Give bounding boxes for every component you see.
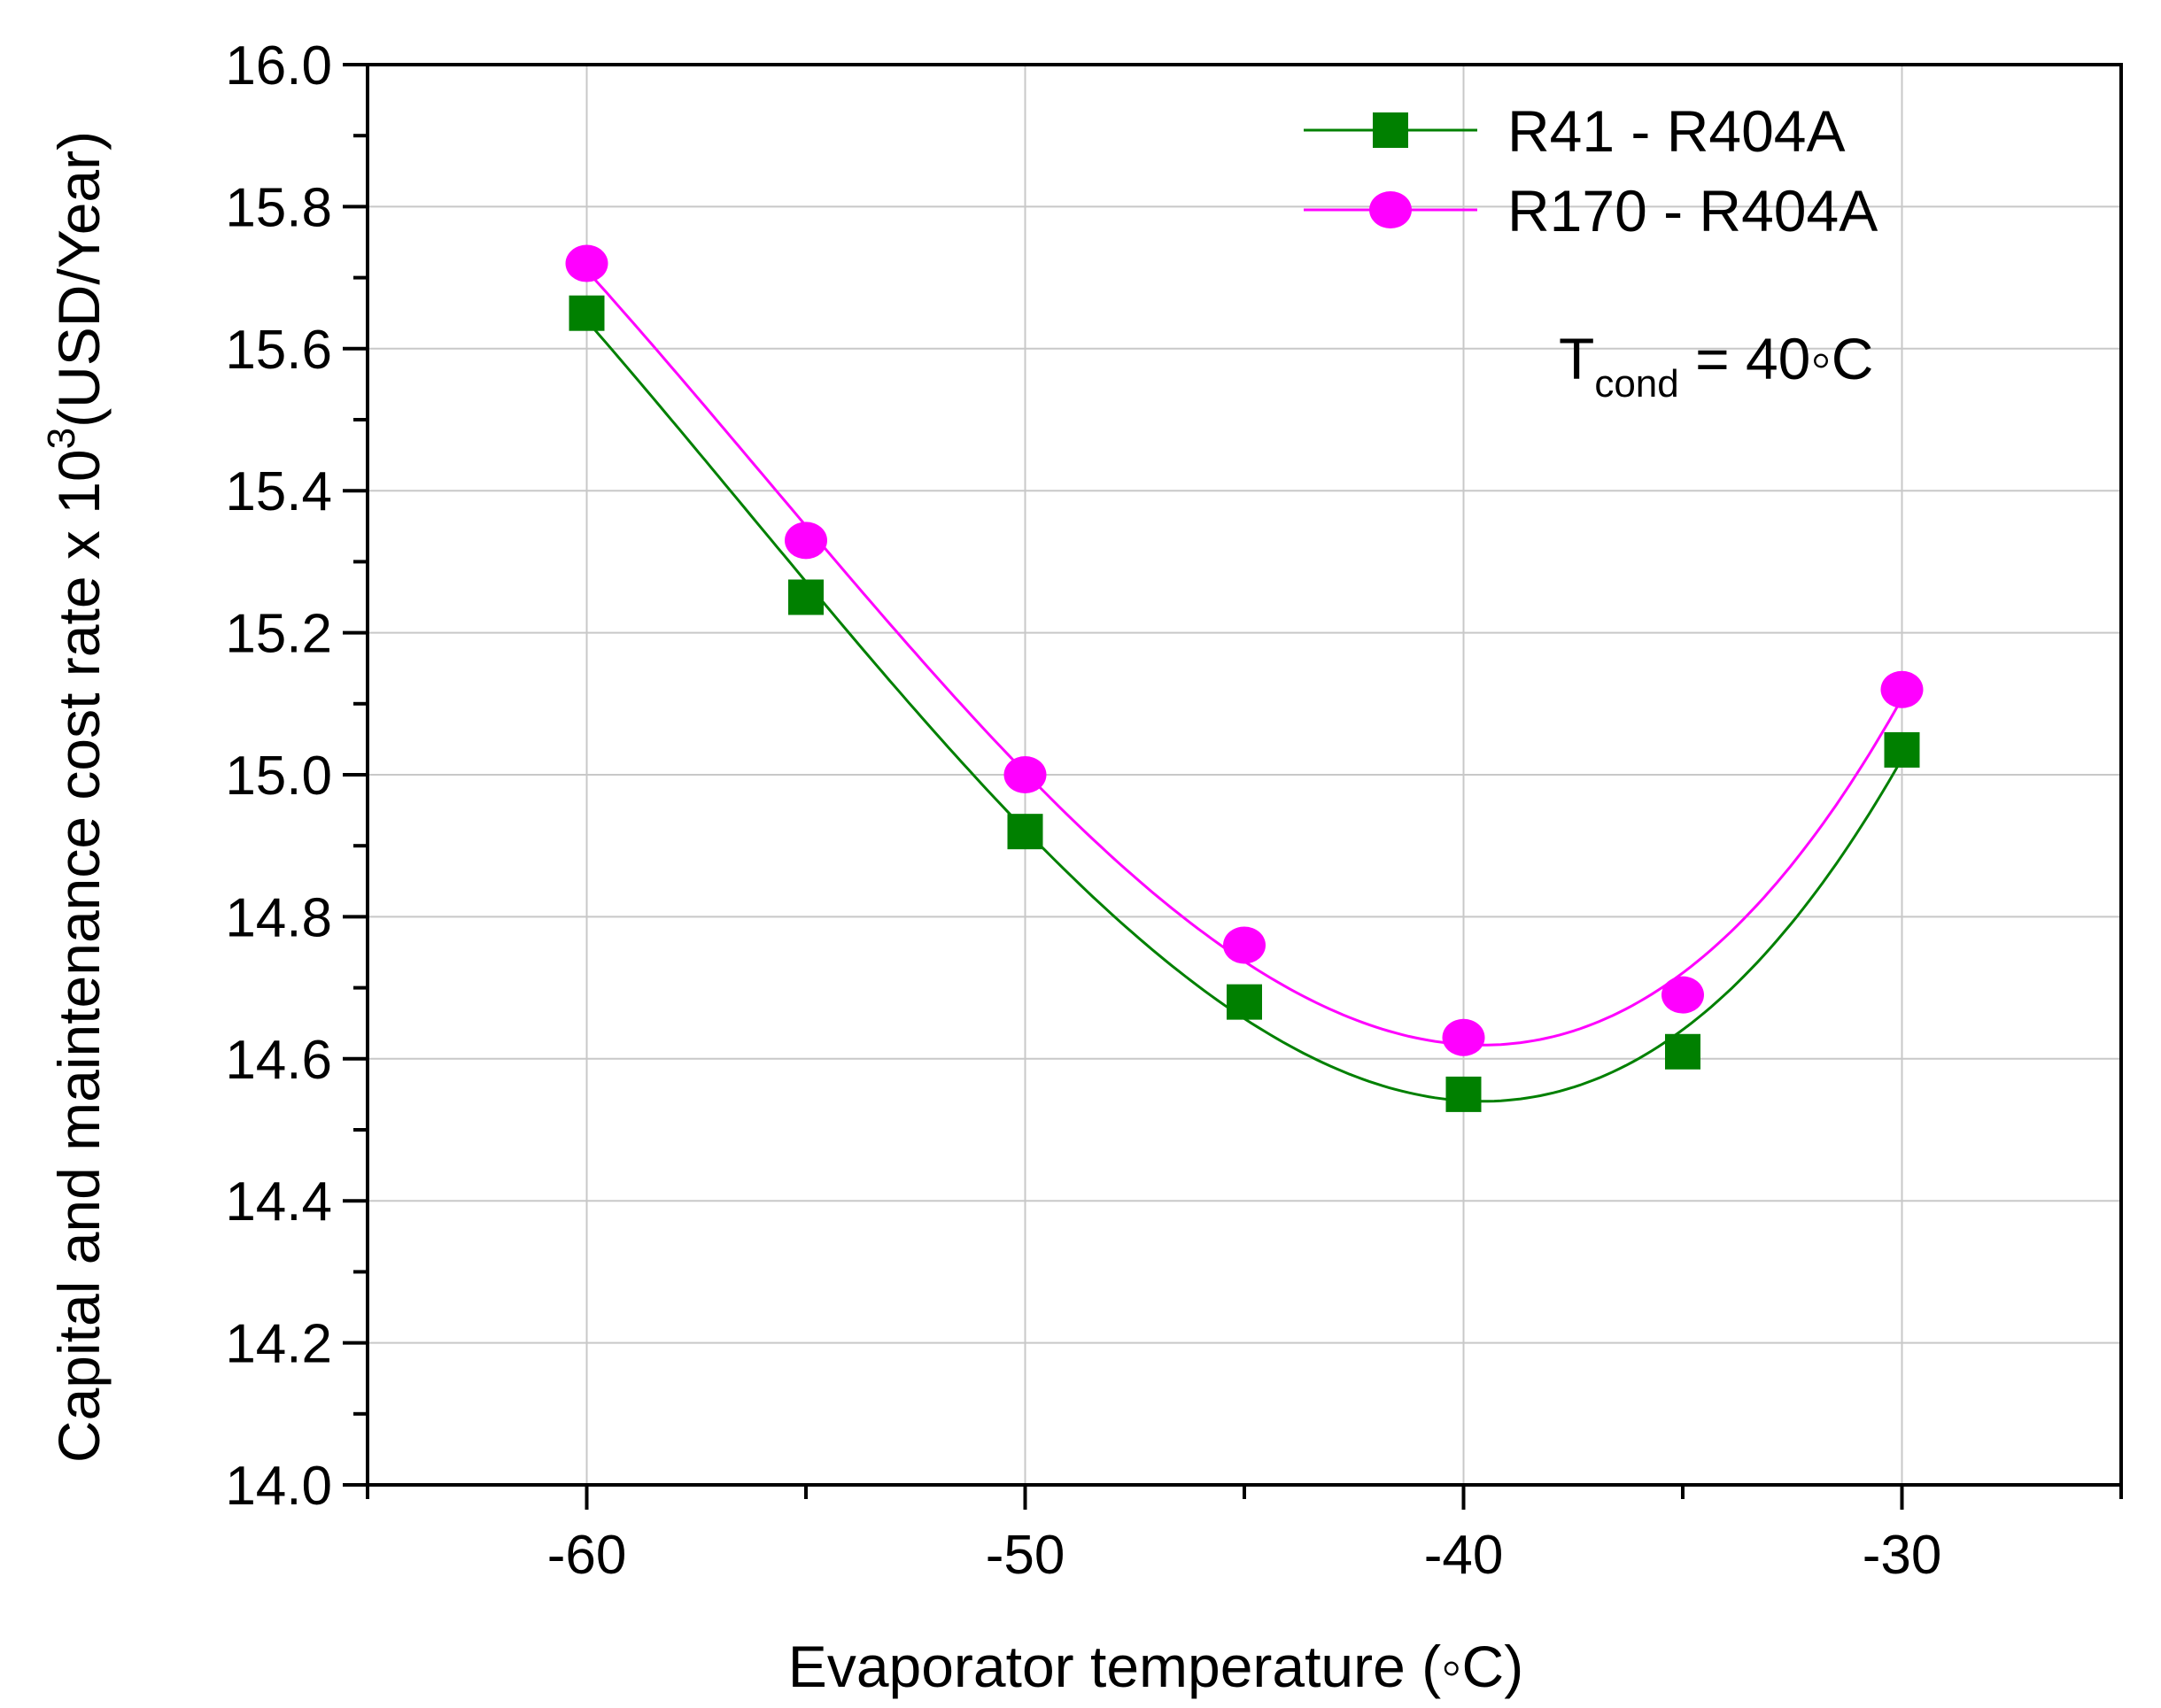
data-point-circle — [565, 244, 608, 282]
y-tick-label: 14.2 — [225, 1314, 332, 1375]
data-point-circle — [1003, 756, 1047, 793]
annotation-rest: = 40◦C — [1679, 326, 1874, 391]
fit-curve — [585, 319, 1903, 1103]
y-tick-label: 15.6 — [225, 320, 332, 381]
data-point-circle — [1661, 976, 1704, 1014]
x-axis-label: Evaporator temperature (◦C) — [788, 1634, 1523, 1699]
grid-lines — [368, 65, 2121, 1485]
x-tick-label: -40 — [1424, 1525, 1504, 1586]
data-point-circle — [1442, 1018, 1485, 1056]
tick-labels: -60 -50 -40 -30 14.0 14.2 14.4 14.6 14.8 15.0 15.2… — [225, 35, 1941, 1586]
annotation-main: T — [1559, 326, 1594, 391]
data-point-circle — [1223, 926, 1266, 964]
y-axis-label-suffix: (USD/Year) — [46, 131, 112, 428]
data-point-square — [1884, 731, 1920, 768]
fit-curves — [585, 269, 1903, 1103]
y-tick-label: 15.0 — [225, 746, 332, 807]
data-point-circle — [785, 522, 827, 560]
axes — [343, 63, 2123, 1510]
data-point-square — [1007, 814, 1043, 850]
x-tick-label: -50 — [986, 1525, 1065, 1586]
y-tick-label: 14.8 — [225, 887, 332, 948]
y-axis-label-superscript: 3 — [40, 428, 83, 449]
legend: R41 - R404A R170 - R404A — [1304, 98, 1878, 243]
y-tick-label: 14.4 — [225, 1171, 332, 1233]
data-point-square — [569, 295, 605, 331]
data-point-square — [788, 579, 824, 615]
data-point-square — [1373, 112, 1408, 148]
y-tick-label: 15.4 — [225, 461, 332, 522]
y-tick-label: 14.0 — [225, 1456, 332, 1517]
y-tick-label: 15.2 — [225, 604, 332, 665]
data-point-square — [1227, 984, 1262, 1020]
data-point-square — [1445, 1076, 1482, 1112]
data-markers — [565, 244, 1924, 1112]
y-tick-label: 15.8 — [225, 177, 332, 238]
legend-label: R41 - R404A — [1507, 98, 1846, 164]
y-axis-label: Capital and maintenance cost rate x 103(… — [40, 131, 112, 1463]
legend-label: R170 - R404A — [1507, 178, 1878, 243]
condition-annotation: Tcond = 40◦C — [1559, 326, 1873, 406]
x-tick-label: -60 — [547, 1525, 627, 1586]
data-point-circle — [1369, 191, 1412, 228]
data-point-square — [1665, 1033, 1700, 1070]
annotation-subscript: cond — [1594, 362, 1678, 406]
y-tick-label: 16.0 — [225, 35, 332, 97]
y-tick-label: 14.6 — [225, 1030, 332, 1091]
x-tick-label: -30 — [1863, 1525, 1942, 1586]
y-axis-label-main: Capital and maintenance cost rate x 10 — [46, 449, 112, 1463]
data-point-circle — [1880, 670, 1924, 708]
